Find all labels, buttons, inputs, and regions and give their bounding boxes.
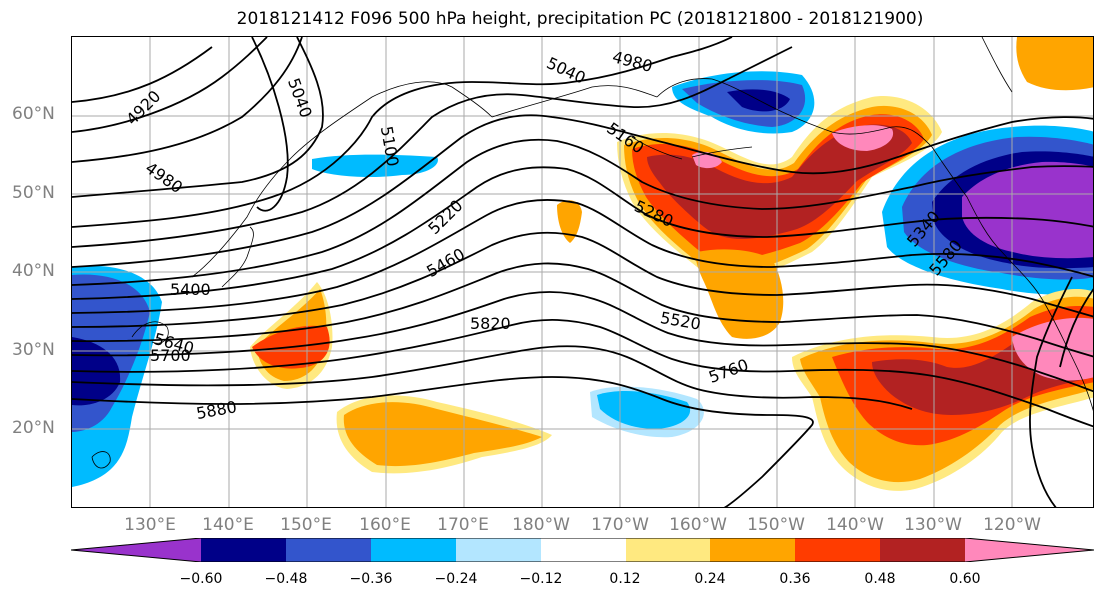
colorbar-tick-label: 0.24 bbox=[694, 571, 726, 587]
contour-label: 5760 bbox=[706, 355, 751, 387]
contour-label: 5880 bbox=[195, 397, 238, 423]
contour-label: 5700 bbox=[150, 346, 191, 365]
lon-label: 160°W bbox=[669, 515, 727, 535]
colorbar-segment bbox=[286, 538, 371, 562]
colorbar-tick-label: −0.12 bbox=[519, 571, 563, 587]
colorbar-tick-label: 0.60 bbox=[949, 571, 981, 587]
colorbar-tick-label: 0.48 bbox=[864, 571, 896, 587]
contour-label: 5460 bbox=[423, 244, 468, 281]
contour-label: 5820 bbox=[470, 314, 511, 333]
lon-label: 150°W bbox=[747, 515, 805, 535]
colorbar-tick-label: −0.36 bbox=[349, 571, 393, 587]
map-panel: 4920 4980 5040 5100 4980 5040 5160 5220 … bbox=[71, 36, 1094, 508]
lat-label: 50°N bbox=[12, 183, 55, 203]
coastlines bbox=[91, 37, 1093, 469]
lon-label: 170°W bbox=[591, 515, 649, 535]
contour-label-group: 4920 4980 5040 5100 4980 5040 5160 5220 … bbox=[122, 47, 966, 423]
contour-label: 4980 bbox=[610, 47, 654, 76]
colorbar-tick-label: −0.48 bbox=[264, 571, 308, 587]
figure-title: 2018121412 F096 500 hPa height, precipit… bbox=[236, 9, 924, 29]
colorbar-segment bbox=[880, 538, 965, 562]
lat-label: 20°N bbox=[12, 418, 55, 438]
colorbar-segment bbox=[795, 538, 880, 562]
lon-label: 120°W bbox=[983, 515, 1041, 535]
lon-label: 150°E bbox=[280, 515, 332, 535]
lon-label: 170°E bbox=[437, 515, 489, 535]
height-contours bbox=[72, 37, 1093, 507]
colorbar-tick-label: 0.36 bbox=[779, 571, 811, 587]
lon-label: 180°W bbox=[512, 515, 570, 535]
colorbar-segment bbox=[201, 538, 286, 562]
colorbar-svg bbox=[70, 537, 1095, 563]
map-svg: 4920 4980 5040 5100 4980 5040 5160 5220 … bbox=[72, 37, 1093, 507]
colorbar-segment bbox=[541, 538, 626, 562]
lon-label: 130°E bbox=[124, 515, 176, 535]
colorbar-segment bbox=[710, 538, 795, 562]
contour-label: 5040 bbox=[284, 76, 316, 121]
lat-label: 30°N bbox=[12, 340, 55, 360]
contour-label: 5400 bbox=[170, 280, 211, 299]
colorbar-tick-label: 0.12 bbox=[609, 571, 641, 587]
colorbar-segment bbox=[626, 538, 710, 562]
lat-label: 60°N bbox=[12, 104, 55, 124]
colorbar-segment bbox=[371, 538, 456, 562]
colorbar bbox=[70, 537, 1095, 563]
contour-label: 5220 bbox=[424, 196, 466, 238]
colorbar-segment bbox=[965, 538, 1094, 562]
lon-label: 130°W bbox=[904, 515, 962, 535]
contour-label: 4920 bbox=[122, 87, 164, 129]
colorbar-segment bbox=[456, 538, 541, 562]
contour-label: 5520 bbox=[659, 308, 702, 334]
lon-label: 160°E bbox=[359, 515, 411, 535]
colorbar-tick-label: −0.24 bbox=[434, 571, 478, 587]
colorbar-segment bbox=[71, 538, 201, 562]
lat-label: 40°N bbox=[12, 261, 55, 281]
colorbar-tick-label: −0.60 bbox=[179, 571, 223, 587]
lon-label: 140°E bbox=[202, 515, 254, 535]
lon-label: 140°W bbox=[826, 515, 884, 535]
